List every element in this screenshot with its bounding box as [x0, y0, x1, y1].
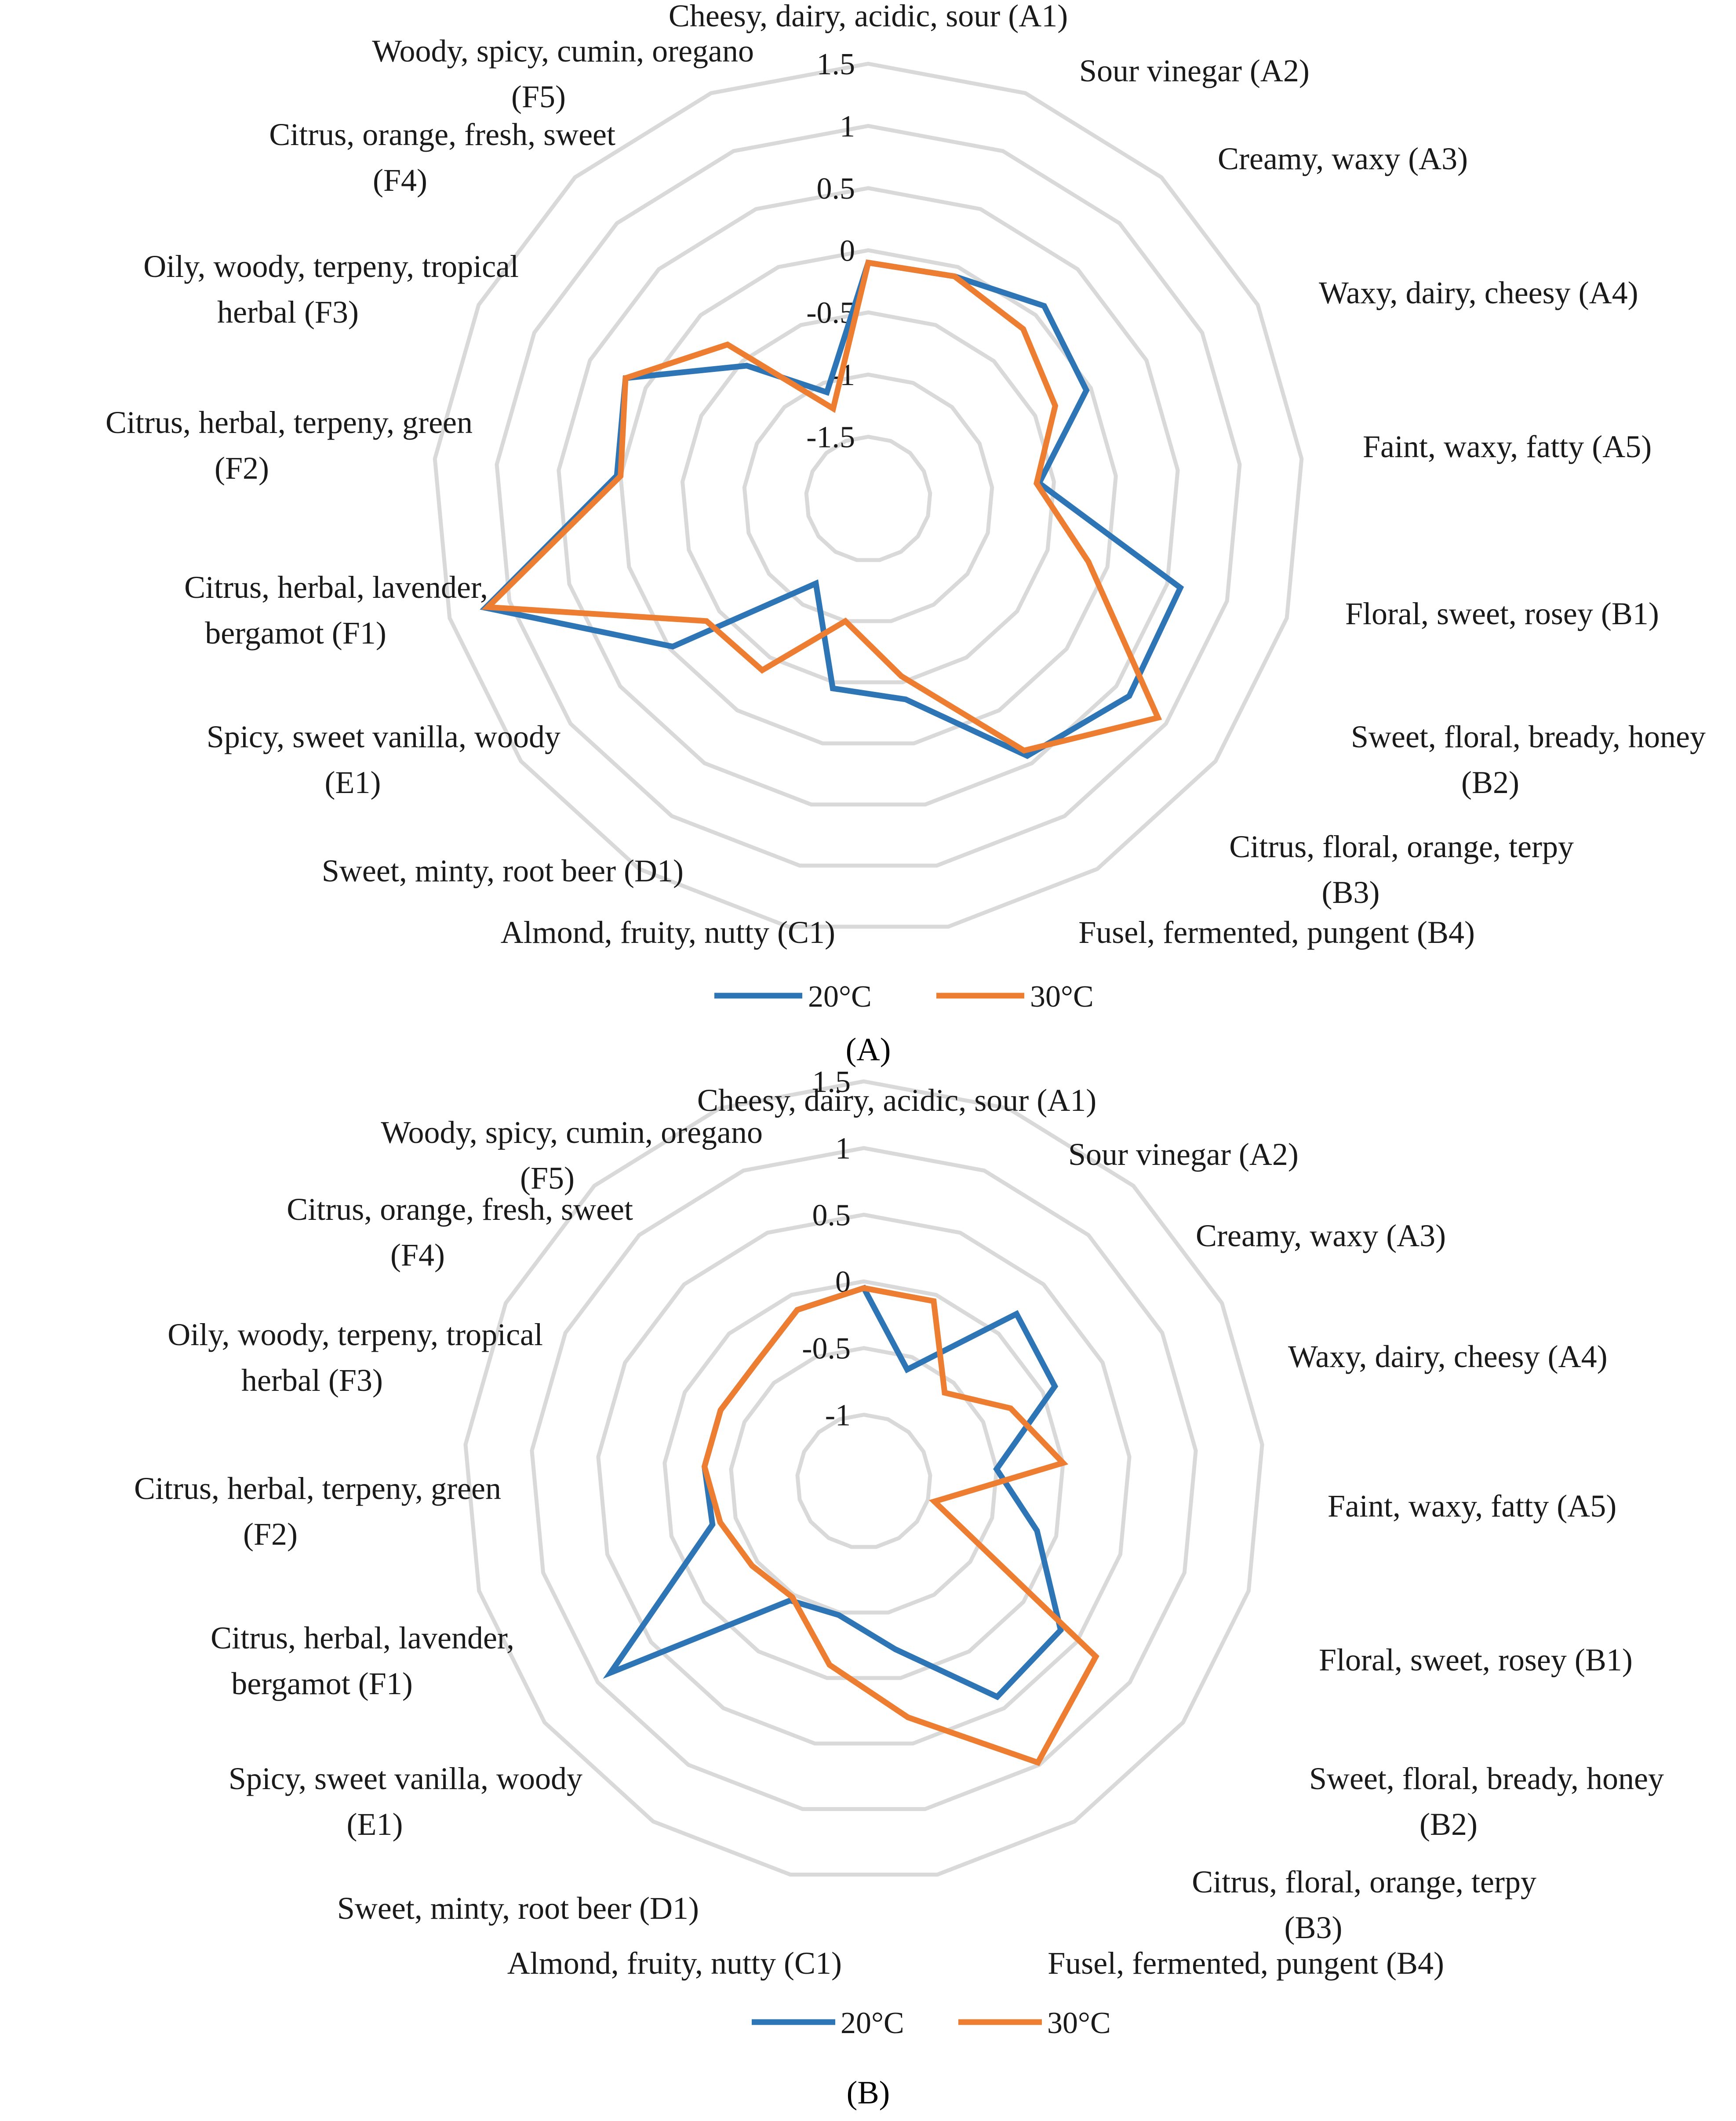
radar-axis-label-a: Creamy, waxy (A3) — [1218, 141, 1468, 176]
radar-gridline-b — [662, 1279, 1065, 1680]
radar-axis-label-b: Sweet, floral, bready, honey (B2) — [1309, 1761, 1664, 1842]
panel-label-a: (A) — [846, 1032, 891, 1068]
radar-gridline-a — [804, 435, 932, 562]
legend-label-20c-b: 20°C — [841, 2006, 904, 2040]
radar-grid-a — [433, 62, 1304, 929]
radar-gridline-a — [557, 186, 1180, 807]
radar-ticks-a: -1.5-1-0.500.511.5 — [806, 47, 855, 455]
radar-axis-label-b: Faint, waxy, fatty (A5) — [1328, 1488, 1616, 1524]
radar-axis-label-a: Sweet, minty, root beer (D1) — [322, 853, 684, 888]
radar-axis-label-a: Spicy, sweet vanilla, woody (E1) — [207, 719, 560, 800]
radar-axis-label-b: Citrus, herbal, terpeny, green (F2) — [134, 1471, 501, 1552]
legend-label-30c-b: 30°C — [1047, 2006, 1111, 2040]
radar-axis-label-a: Woody, spicy, cumin, oregano (F5) — [372, 33, 754, 114]
radar-gridline-a — [680, 310, 1056, 684]
radar-axis-labels-a: Cheesy, dairy, acidic, sour (A1) Sour vin… — [106, 0, 1706, 950]
radar-axis-label-b: Citrus, herbal, lavender, bergamot (F1) — [211, 1620, 514, 1701]
legend-label-30c-a: 30°C — [1030, 980, 1094, 1014]
radar-grid-b — [463, 1079, 1264, 1877]
radar-series-30c-b — [701, 1285, 1099, 1766]
radar-axis-label-a: Sour vinegar (A2) — [1079, 53, 1310, 88]
radar-tick-label-b: -1 — [825, 1398, 851, 1432]
radar-axis-label-b: Creamy, waxy (A3) — [1196, 1218, 1446, 1253]
radar-tick-label-a: 0 — [840, 234, 855, 268]
radar-axis-label-a: Waxy, dairy, cheesy (A4) — [1319, 275, 1638, 310]
radar-axis-label-b: Floral, sweet, rosey (B1) — [1319, 1642, 1633, 1677]
radar-gridline-b — [729, 1346, 999, 1615]
radar-axis-label-a: Cheesy, dairy, acidic, sour (A1) — [669, 0, 1068, 33]
radar-axis-label-a: Citrus, floral, orange, terpy (B3) — [1229, 829, 1574, 910]
radar-tick-label-b: -0.5 — [802, 1332, 851, 1366]
radar-tick-label-a: 1 — [840, 109, 855, 143]
radar-gridline-b — [795, 1412, 932, 1549]
radar-chart-a: -1.5-1-0.500.511.5 Cheesy, dairy, acidic… — [106, 0, 1706, 950]
radar-tick-label-a: 0.5 — [817, 172, 855, 206]
radar-axis-label-a: Oily, woody, terpeny, tropical herbal (F3… — [143, 249, 519, 330]
radar-axis-label-b: Spicy, sweet vanilla, woody (E1) — [229, 1761, 582, 1842]
radar-gridline-a — [433, 62, 1304, 929]
radar-axis-label-a: Citrus, herbal, lavender, bergamot (F1) — [184, 570, 488, 651]
radar-tick-label-b: 0.5 — [812, 1198, 851, 1232]
radar-tick-label-a: 1.5 — [817, 47, 855, 81]
radar-tick-label-b: 1.5 — [812, 1065, 851, 1099]
radar-axis-label-a: Faint, waxy, fatty (A5) — [1363, 429, 1652, 464]
radar-axis-label-a: Fusel, fermented, pungent (B4) — [1078, 915, 1475, 950]
radar-series-20c-a — [480, 259, 1184, 759]
radar-chart-b: -1-0.500.511.5 Cheesy, dairy, acidic, so… — [134, 1065, 1664, 1981]
radar-axis-label-b: Sweet, minty, root beer (D1) — [337, 1891, 699, 1926]
radar-axis-label-a: Citrus, orange, fresh, sweet (F4) — [269, 117, 615, 198]
radar-tick-label-a: -1.5 — [806, 421, 855, 455]
radar-gridline-a — [495, 124, 1242, 868]
radar-gridline-b — [596, 1212, 1132, 1746]
radar-axis-label-b: Cheesy, dairy, acidic, sour (A1) — [697, 1083, 1096, 1118]
radar-gridline-a — [742, 372, 994, 623]
radar-axis-label-a: Sweet, floral, bready, honey (B2) — [1351, 719, 1706, 800]
radar-axis-label-b: Woody, spicy, cumin, oregano (F5) — [381, 1115, 763, 1196]
radar-axis-labels-b: Cheesy, dairy, acidic, sour (A1) Sour vin… — [134, 1083, 1664, 1981]
radar-axis-label-b: Waxy, dairy, cheesy (A4) — [1288, 1339, 1608, 1374]
radar-tick-label-b: 1 — [835, 1132, 851, 1166]
legend-b: 20°C 30°C — [752, 2006, 1111, 2040]
panel-label-b: (B) — [847, 2075, 890, 2111]
radar-axis-label-a: Floral, sweet, rosey (B1) — [1345, 596, 1659, 631]
radar-gridline-a — [619, 248, 1118, 746]
radar-axis-label-b: Citrus, orange, fresh, sweet (F4) — [287, 1192, 633, 1273]
radar-series-a — [480, 259, 1184, 759]
radar-axis-label-a: Citrus, herbal, terpeny, green (F2) — [106, 405, 473, 486]
radar-axis-label-b: Sour vinegar (A2) — [1068, 1137, 1299, 1172]
radar-axis-label-a: Almond, fruity, nutty (C1) — [501, 915, 835, 950]
radar-series-b — [603, 1284, 1099, 1766]
radar-series-30c-a — [481, 259, 1162, 754]
radar-ticks-b: -1-0.500.511.5 — [802, 1065, 851, 1432]
radar-axis-label-b: Citrus, floral, orange, terpy (B3) — [1192, 1864, 1536, 1945]
legend-a: 20°C 30°C — [714, 980, 1094, 1014]
radar-axis-label-b: Fusel, fermented, pungent (B4) — [1048, 1946, 1444, 1981]
radar-gridline-b — [463, 1079, 1264, 1877]
radar-axis-label-b: Almond, fruity, nutty (C1) — [507, 1946, 842, 1981]
radar-gridline-b — [530, 1146, 1198, 1811]
radar-axis-label-b: Oily, woody, terpeny, tropical herbal (F3… — [167, 1317, 543, 1398]
legend-label-20c-a: 20°C — [808, 980, 872, 1014]
